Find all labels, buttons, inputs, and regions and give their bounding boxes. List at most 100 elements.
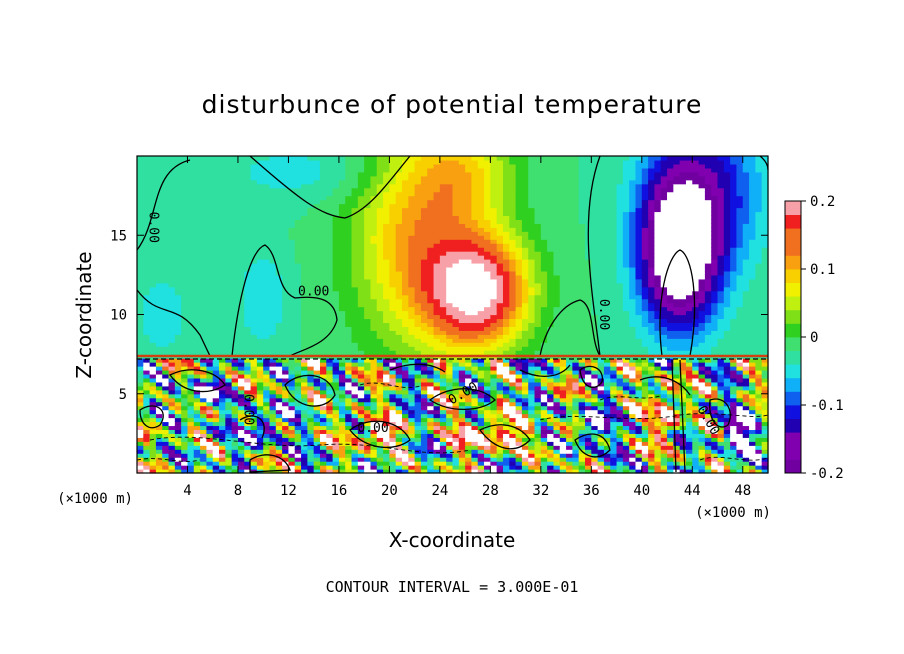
heatmap-cell [137, 445, 144, 450]
heatmap-cell [168, 381, 176, 387]
heatmap-cell [402, 342, 409, 347]
heatmap-cell [420, 377, 428, 383]
heatmap-cell [244, 429, 252, 434]
heatmap-cell [408, 318, 416, 324]
heatmap-cell [219, 247, 226, 252]
heatmap-cell [200, 445, 208, 450]
heatmap-cell [288, 191, 296, 197]
heatmap-cell [168, 243, 176, 248]
heatmap-cell [231, 195, 239, 201]
heatmap-cell [471, 389, 479, 395]
heatmap-cell [231, 255, 239, 260]
heatmap-cell [294, 461, 302, 466]
heatmap-cell [515, 346, 523, 351]
heatmap-cell [471, 437, 479, 442]
heatmap-cell [465, 195, 473, 201]
heatmap-cell [515, 223, 523, 228]
heatmap-cell [370, 191, 378, 197]
heatmap-cell [256, 163, 264, 169]
heatmap-cell [219, 266, 226, 272]
heatmap-cell [181, 393, 189, 399]
heatmap-cell [149, 429, 157, 434]
heatmap-cell [452, 195, 460, 201]
heatmap-cell [370, 219, 378, 224]
heatmap-cell [288, 429, 296, 434]
heatmap-cell [231, 235, 239, 240]
heatmap-cell [502, 171, 510, 177]
heatmap-cell [446, 156, 454, 161]
heatmap-cell [370, 227, 378, 232]
heatmap-cell [155, 310, 163, 316]
heatmap-cell [193, 342, 201, 347]
heatmap-cell [174, 469, 182, 474]
heatmap-cell [502, 381, 510, 387]
heatmap-cell [269, 219, 277, 224]
heatmap-cell [155, 183, 163, 189]
heatmap-cell [383, 334, 390, 339]
heatmap-cell [414, 187, 422, 193]
heatmap-cell [338, 255, 346, 260]
heatmap-cell [301, 409, 308, 415]
heatmap-cell [395, 314, 403, 320]
heatmap-cell [149, 469, 157, 474]
heatmap-cell [376, 469, 384, 474]
heatmap-cell [282, 207, 290, 213]
heatmap-cell [439, 413, 447, 419]
heatmap-cell [294, 342, 302, 347]
heatmap-cell [326, 159, 334, 165]
heatmap-cell [408, 449, 416, 454]
heatmap-cell [414, 330, 422, 335]
heatmap-cell [427, 282, 435, 288]
heatmap-cell [389, 350, 397, 355]
heatmap-cell [370, 397, 378, 403]
heatmap-cell [206, 270, 214, 276]
heatmap-cell [206, 453, 214, 458]
heatmap-cell [168, 401, 176, 407]
heatmap-cell [319, 294, 327, 300]
heatmap-cell [275, 461, 283, 466]
heatmap-cell [307, 381, 315, 387]
heatmap-cell [395, 270, 403, 276]
heatmap-cell [345, 163, 353, 169]
heatmap-cell [439, 298, 447, 304]
heatmap-cell [420, 278, 428, 284]
heatmap-cell [288, 223, 296, 228]
heatmap-cell [452, 167, 460, 173]
heatmap-cell [414, 409, 422, 415]
heatmap-cell [439, 203, 447, 209]
heatmap-cell [326, 385, 334, 391]
heatmap-cell [446, 449, 454, 454]
heatmap-cell [149, 306, 157, 312]
heatmap-cell [515, 195, 523, 201]
heatmap-cell [269, 302, 277, 308]
heatmap-cell [477, 350, 485, 355]
heatmap-cell [420, 385, 428, 391]
heatmap-cell [477, 247, 485, 252]
heatmap-cell [181, 306, 189, 312]
heatmap-cell [502, 453, 510, 458]
heatmap-cell [433, 362, 441, 367]
heatmap-cell [307, 421, 315, 427]
heatmap-cell [509, 159, 517, 165]
heatmap-cell [414, 207, 422, 213]
heatmap-cell [376, 330, 384, 335]
heatmap-cell [294, 262, 302, 268]
heatmap-cell [402, 397, 409, 403]
heatmap-cell [181, 298, 189, 304]
heatmap-cell [200, 417, 208, 423]
heatmap-cell [484, 163, 491, 169]
heatmap-cell [477, 437, 485, 442]
heatmap-cell [313, 282, 321, 288]
heatmap-cell [351, 223, 359, 228]
heatmap-cell [181, 235, 189, 240]
heatmap-cell [345, 270, 353, 276]
heatmap-cell [370, 302, 378, 308]
heatmap-cell [357, 223, 365, 228]
heatmap-cell [162, 302, 170, 308]
heatmap-cell [477, 306, 485, 312]
heatmap-cell [427, 326, 435, 331]
heatmap-cell [502, 227, 510, 232]
heatmap-cell [414, 358, 422, 363]
heatmap-cell [521, 286, 529, 292]
heatmap-cell [193, 231, 201, 236]
